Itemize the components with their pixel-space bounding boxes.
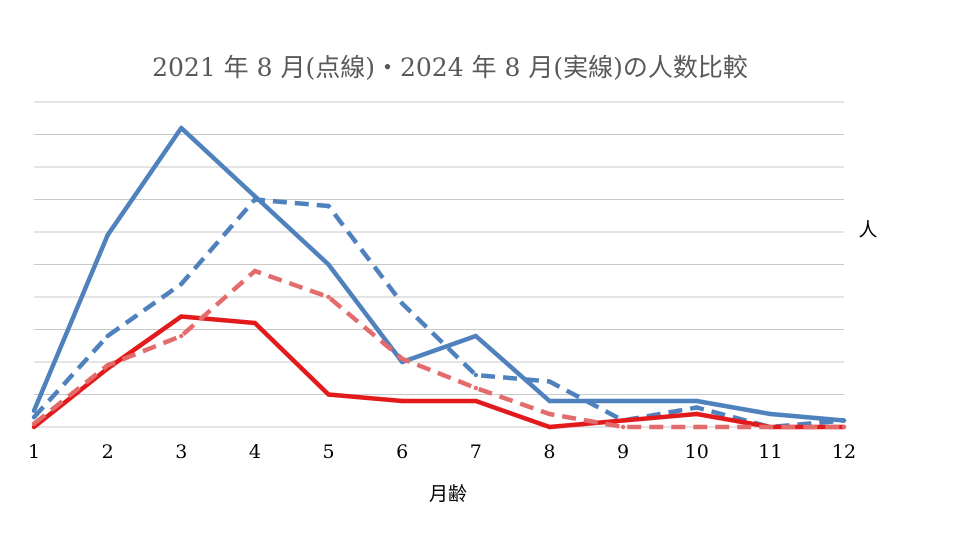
- data-point-s2-x4: [252, 320, 258, 326]
- data-point-s1-x6: [399, 301, 405, 306]
- data-point-s3-x10: [694, 424, 699, 430]
- x-tick-label-5: 5: [322, 441, 334, 463]
- data-point-s0-x9: [620, 398, 626, 404]
- series-line-dashed-2021-08-3: [32, 268, 844, 430]
- data-point-s0-x7: [473, 333, 479, 339]
- x-tick-label-3: 3: [175, 441, 187, 463]
- x-tick-label-11: 11: [758, 441, 782, 463]
- data-point-s1-x5: [326, 203, 331, 209]
- chart-title: 2021 年 8 月(点線)・2024 年 8 月(実線)の人数比較: [152, 53, 748, 82]
- data-point-s1-x2: [105, 333, 110, 339]
- y-axis-label: 人: [858, 219, 877, 241]
- x-tick-label-6: 6: [396, 441, 408, 463]
- series-line-solid-2024-08-0: [31, 125, 845, 423]
- data-point-s0-x5: [326, 262, 331, 267]
- data-point-s2-x7: [473, 398, 479, 404]
- data-point-s3-x3: [179, 333, 184, 339]
- data-point-s3-x8: [547, 411, 552, 417]
- data-point-s2-x10: [694, 411, 699, 417]
- x-tick-label-4: 4: [249, 441, 261, 463]
- data-point-s2-x5: [326, 392, 331, 397]
- data-point-s2-x6: [399, 398, 405, 404]
- data-point-s0-x3: [179, 125, 184, 131]
- data-point-s1-x4: [252, 197, 258, 202]
- data-point-s1-x8: [547, 379, 552, 384]
- data-point-s2-x8: [547, 424, 552, 430]
- data-point-s1-x3: [179, 281, 184, 287]
- data-point-s1-x1: [31, 415, 37, 420]
- data-point-s3-x5: [326, 294, 331, 300]
- grid-lines: [34, 101, 844, 428]
- data-point-s3-x1: [31, 421, 37, 426]
- data-point-s3-x6: [399, 356, 405, 361]
- data-point-s1-x12: [841, 418, 847, 423]
- x-tick-label-10: 10: [685, 441, 709, 463]
- data-series: [31, 125, 847, 430]
- data-point-s3-x2: [105, 363, 110, 368]
- data-point-s0-x1: [31, 408, 37, 413]
- series-line-dashed-2021-08-1: [32, 197, 845, 430]
- data-point-s3-x12: [841, 424, 847, 430]
- data-point-s2-x9: [620, 418, 626, 423]
- x-axis-label: 月齢: [429, 483, 467, 505]
- data-point-s2-x3: [179, 314, 184, 319]
- data-point-s0-x10: [694, 398, 699, 404]
- data-point-s3-x9: [620, 424, 626, 430]
- x-tick-label-2: 2: [102, 441, 114, 463]
- x-tick-label-8: 8: [543, 441, 555, 463]
- data-point-s3-x11: [768, 424, 773, 430]
- data-point-s0-x2: [105, 233, 110, 238]
- data-point-s0-x8: [547, 398, 552, 404]
- series-line-solid-2024-08-2: [32, 314, 844, 430]
- data-point-s2-x1: [31, 424, 37, 430]
- x-tick-label-1: 1: [28, 441, 40, 463]
- x-tick-label-9: 9: [617, 441, 629, 463]
- x-tick-label-7: 7: [470, 441, 482, 463]
- x-tick-label-12: 12: [832, 441, 856, 463]
- data-point-s0-x11: [768, 411, 773, 417]
- data-point-s1-x7: [473, 372, 479, 378]
- x-axis-ticks: 1 2 3 4 5 6 7 8 9 10 11 12: [28, 441, 856, 463]
- data-point-s3-x7: [473, 385, 479, 391]
- data-point-s3-x4: [252, 268, 258, 274]
- data-point-s1-x10: [694, 405, 699, 410]
